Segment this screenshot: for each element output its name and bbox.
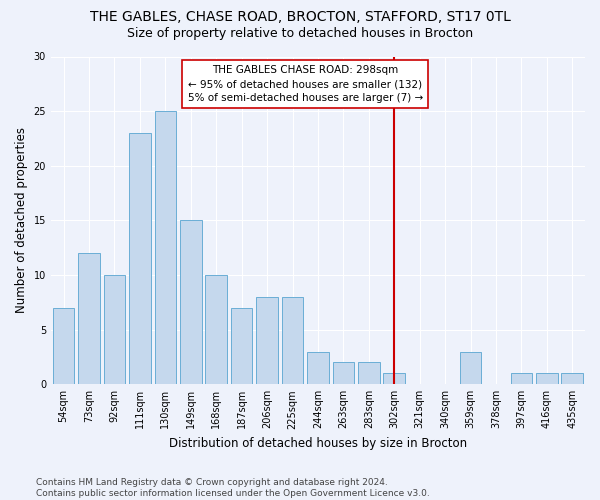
Bar <box>180 220 202 384</box>
Text: Contains HM Land Registry data © Crown copyright and database right 2024.
Contai: Contains HM Land Registry data © Crown c… <box>36 478 430 498</box>
Bar <box>511 374 532 384</box>
Text: Size of property relative to detached houses in Brocton: Size of property relative to detached ho… <box>127 28 473 40</box>
Bar <box>129 133 151 384</box>
Bar <box>78 253 100 384</box>
Bar <box>231 308 253 384</box>
Bar <box>282 297 304 384</box>
Bar <box>307 352 329 384</box>
Y-axis label: Number of detached properties: Number of detached properties <box>15 128 28 314</box>
Text: THE GABLES CHASE ROAD: 298sqm
← 95% of detached houses are smaller (132)
5% of s: THE GABLES CHASE ROAD: 298sqm ← 95% of d… <box>188 65 423 103</box>
Bar <box>256 297 278 384</box>
Bar <box>332 362 354 384</box>
Bar <box>53 308 74 384</box>
Bar <box>562 374 583 384</box>
Bar <box>536 374 557 384</box>
Text: THE GABLES, CHASE ROAD, BROCTON, STAFFORD, ST17 0TL: THE GABLES, CHASE ROAD, BROCTON, STAFFOR… <box>89 10 511 24</box>
Bar <box>460 352 481 384</box>
Bar <box>155 111 176 384</box>
Bar <box>104 275 125 384</box>
Bar <box>205 275 227 384</box>
X-axis label: Distribution of detached houses by size in Brocton: Distribution of detached houses by size … <box>169 437 467 450</box>
Bar <box>358 362 380 384</box>
Bar <box>383 374 405 384</box>
